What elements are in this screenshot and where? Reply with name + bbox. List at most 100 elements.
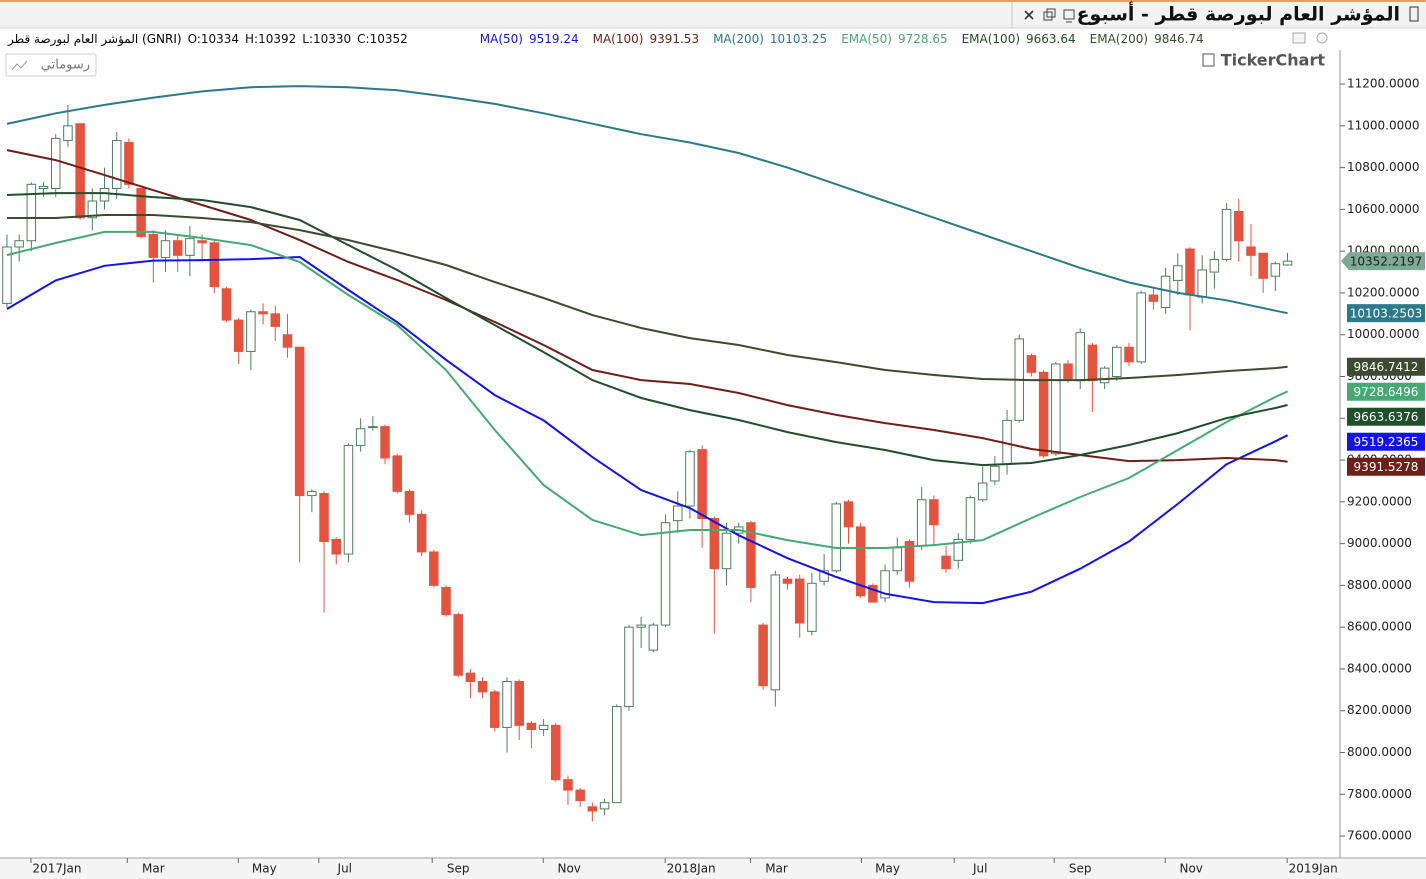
candle-body [392, 455, 402, 492]
y-tick-label: 11200.0000 [1347, 77, 1420, 91]
candle-body [172, 240, 183, 256]
close-button[interactable] [1024, 10, 1034, 20]
candle-body [87, 200, 98, 219]
candle-body [1246, 246, 1256, 256]
candle-body [26, 183, 37, 242]
candle-body [1270, 263, 1281, 277]
y-tick-label: 10800.0000 [1347, 160, 1420, 174]
value-badge-label: 9519.2365 [1354, 435, 1419, 449]
candle-body [953, 538, 964, 561]
candle-body [575, 789, 585, 802]
title-bar [0, 0, 1426, 28]
candle-body [672, 505, 683, 522]
candle-body [160, 240, 171, 258]
legend-value: 9663.64 [1026, 32, 1076, 46]
y-tick-label: 10200.0000 [1347, 285, 1420, 299]
candle-body [233, 319, 244, 352]
candle-body [246, 311, 256, 352]
candle-body [319, 492, 329, 543]
x-tick-label: May [252, 862, 277, 876]
y-tick-label: 9000.0000 [1347, 536, 1412, 550]
detach-button[interactable] [1063, 9, 1075, 23]
candle-body [343, 444, 354, 555]
candle-body [1124, 346, 1134, 363]
chart-title: المؤشر العام لبورصة قطر - أسبوع [1077, 2, 1400, 26]
x-tick-label: Jul [972, 862, 987, 876]
value-badge-label: 9391.5278 [1354, 460, 1419, 474]
candle-body [648, 624, 659, 651]
x-tick-label: 2019Jan [1289, 862, 1338, 876]
candle-body [794, 578, 805, 624]
candle-body [538, 724, 549, 731]
legend-name: EMA(100) [961, 32, 1021, 46]
candle-body [660, 522, 671, 626]
candle-body [99, 187, 110, 202]
candle-body [929, 499, 939, 526]
candle-body [587, 806, 598, 812]
symbol-label: المؤشر العام لبورصة قطر (GNRI) [8, 32, 182, 46]
candle-body [990, 465, 1000, 482]
drawings-button[interactable] [5, 53, 97, 77]
candle-body [807, 582, 817, 632]
candle-body [599, 802, 610, 810]
panel-buttons[interactable] [1292, 32, 1328, 44]
y-tick-label: 10600.0000 [1347, 202, 1420, 216]
x-tick-label: 2018Jan [667, 862, 716, 876]
ma-line [7, 214, 1288, 382]
candle-body [1221, 208, 1232, 261]
ma-line [6, 192, 1288, 467]
candle-body [63, 125, 73, 141]
candle-body [831, 503, 842, 572]
candle-body [1087, 344, 1098, 382]
candle-body [221, 288, 232, 321]
candle-body [477, 680, 488, 693]
candle-body [1185, 248, 1195, 296]
candle-body [404, 490, 415, 515]
watermark: TickerChart [1221, 51, 1326, 70]
y-tick-label: 7800.0000 [1347, 787, 1412, 801]
value-badge-label: 9728.6496 [1354, 385, 1419, 399]
value-badge [1347, 457, 1425, 476]
legend-name: MA(100) [592, 32, 644, 46]
legend-name: MA(200) [713, 32, 764, 46]
candle-body [38, 185, 49, 189]
candle-body [124, 142, 134, 185]
legend-value: 10103.25 [769, 32, 828, 46]
candle-body [551, 724, 561, 781]
candle-body [1026, 355, 1037, 373]
candle-body [880, 570, 890, 599]
x-tick-label: Mar [142, 862, 165, 876]
candle-body [1063, 363, 1073, 380]
candle-body [453, 614, 463, 676]
candle-body [965, 497, 976, 540]
candle-body [977, 482, 988, 501]
ohlc-label: C:10352 [357, 32, 408, 46]
candle-body [685, 451, 695, 507]
ma-line [6, 85, 1288, 315]
candle-body [416, 513, 427, 553]
drawings-button-label[interactable]: رسوماتي [41, 58, 90, 73]
candle-body [1173, 265, 1183, 281]
candle-body [514, 680, 524, 726]
candle-body [636, 624, 646, 628]
candle-body [1038, 371, 1049, 457]
legend-name: EMA(200) [1089, 32, 1149, 46]
candle-body [782, 578, 793, 584]
legend-value: 9728.65 [897, 32, 948, 46]
drawings-icon [11, 60, 28, 71]
restore-button[interactable] [1043, 8, 1056, 21]
candle-body [270, 313, 281, 327]
y-tick-label: 8600.0000 [1347, 620, 1412, 634]
x-tick-label: Nov [1179, 862, 1202, 876]
candle-body [624, 626, 634, 708]
candle-body [697, 449, 707, 520]
candle-body [14, 240, 24, 248]
candle-body [1099, 367, 1110, 384]
candle-body [294, 346, 305, 497]
candle-body [282, 334, 293, 348]
y-tick-label: 11000.0000 [1347, 118, 1420, 132]
x-axis-panel [0, 859, 1426, 879]
y-tick-label: 8000.0000 [1347, 745, 1412, 759]
